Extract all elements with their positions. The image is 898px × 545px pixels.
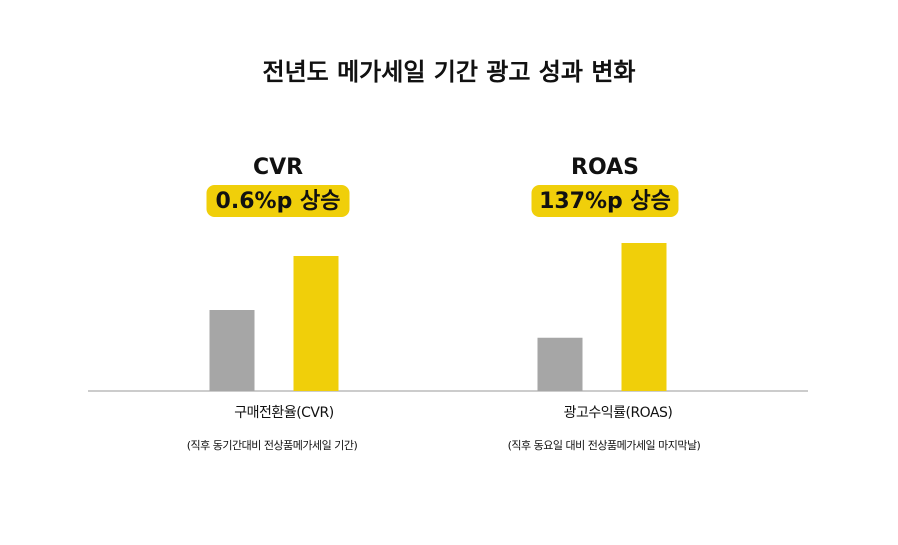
bar: [293, 256, 339, 391]
badge-text: 0.6%p 상승: [216, 189, 341, 214]
badge-bg: [206, 185, 350, 217]
page-title: 전년도 메가세일 기간 광고 성과 변화: [263, 58, 636, 86]
badge-bg: [531, 185, 679, 217]
note: (직후 동요일 대비 전상품메가세일 마지막날): [508, 438, 701, 452]
chart-heading: CVR: [253, 155, 303, 180]
badge-text: 137%p 상승: [539, 189, 671, 214]
chart-heading: ROAS: [571, 155, 639, 180]
x-label: 구매전환율(CVR): [234, 405, 333, 421]
bar: [537, 337, 583, 391]
bar: [621, 243, 667, 391]
bar: [209, 310, 255, 391]
note: (직후 동기간대비 전상품메가세일 기간): [187, 438, 358, 452]
x-label: 광고수익률(ROAS): [564, 405, 673, 421]
